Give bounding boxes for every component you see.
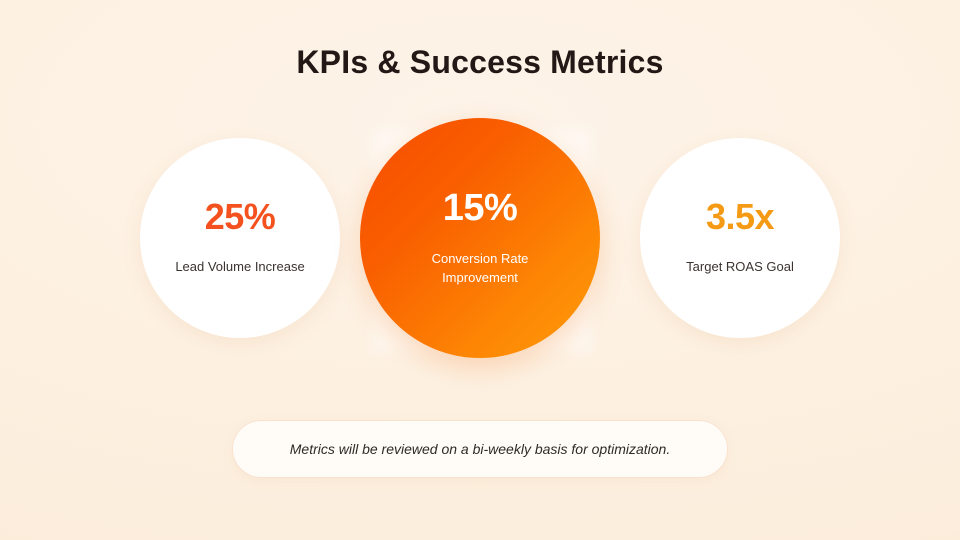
metric-circle: 25% Lead Volume Increase <box>140 138 340 338</box>
metric-value: 25% <box>204 196 276 238</box>
metric-label: Conversion Rate Improvement <box>431 250 529 286</box>
metric-circle: 3.5x Target ROAS Goal <box>640 138 840 338</box>
metric-label: Target ROAS Goal <box>686 259 794 275</box>
metrics-row: 25% Lead Volume Increase 15% Conversion … <box>0 118 960 358</box>
metric-card-lead-volume[interactable]: 25% Lead Volume Increase <box>120 118 360 358</box>
footer-note-text: Metrics will be reviewed on a bi-weekly … <box>289 441 671 457</box>
metric-card-target-roas[interactable]: 3.5x Target ROAS Goal <box>620 118 860 358</box>
metric-card-conversion-rate[interactable]: 15% Conversion Rate Improvement <box>360 118 600 358</box>
metric-value: 3.5x <box>705 196 775 238</box>
footer-note-pill: Metrics will be reviewed on a bi-weekly … <box>232 420 728 478</box>
metric-value: 15% <box>442 186 518 229</box>
metric-circle-featured: 15% Conversion Rate Improvement <box>360 118 600 358</box>
page-title: KPIs & Success Metrics <box>296 44 664 80</box>
metric-label: Lead Volume Increase <box>175 259 305 275</box>
